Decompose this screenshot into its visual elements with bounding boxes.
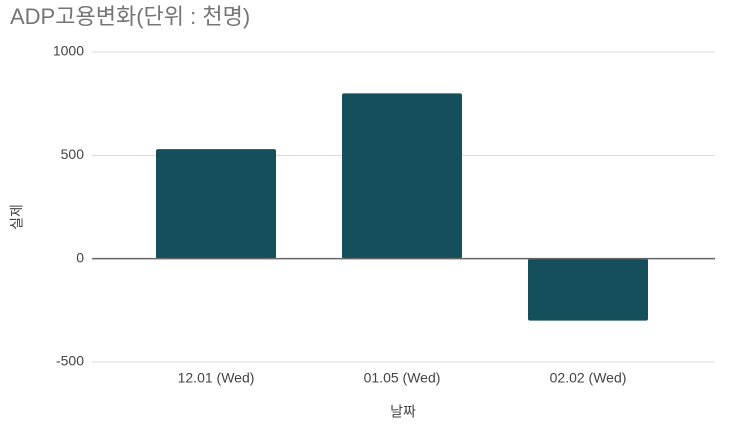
x-tick-label: 12.01 (Wed)	[178, 370, 255, 386]
y-tick-label: 1000	[53, 43, 84, 59]
y-tick-label: 500	[61, 146, 85, 162]
x-tick-label: 01.05 (Wed)	[364, 370, 441, 386]
bar	[528, 258, 648, 321]
y-axis-label: 실제	[9, 204, 25, 230]
y-tick-label: -500	[56, 353, 84, 369]
x-axis-label: 날짜	[390, 404, 416, 420]
y-tick-label: 0	[76, 249, 84, 265]
bars	[156, 93, 648, 321]
chart-title: ADP고용변화(단위 : 천명)	[10, 4, 250, 29]
bar	[156, 149, 276, 259]
bar	[342, 93, 462, 259]
x-tick-label: 02.02 (Wed)	[550, 370, 627, 386]
